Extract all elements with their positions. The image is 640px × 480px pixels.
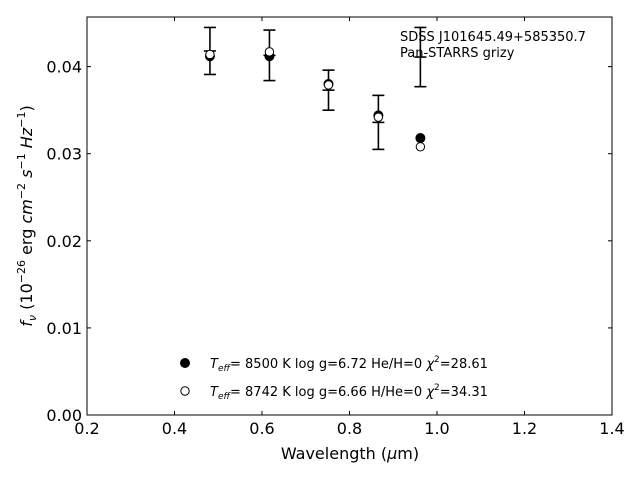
y-axis-label: fν (10−26 erg cm−2 s−1 Hz−1): [15, 105, 39, 326]
legend-marker-open: [180, 386, 190, 396]
legend-marker-filled: [180, 358, 190, 368]
annotation-survey: Pan-STARRS grizy: [400, 46, 515, 61]
y-tick-label: 0.02: [46, 232, 82, 251]
y-tick-label: 0.04: [46, 58, 82, 77]
data-group: [203, 26, 427, 152]
x-axis-label: Wavelength (μm): [281, 444, 419, 463]
model-point-open: [323, 80, 334, 90]
y-tick-label: 0.03: [46, 145, 82, 164]
legend-entry-1: Teff= 8500 K log g=6.72 He/H=0 χ2=28.61: [210, 355, 488, 374]
plot-frame: [86, 16, 613, 416]
x-tick-label: 0.8: [337, 419, 362, 438]
ticks-group: 0.2 0.4 0.6 0.8 1.0 1.2 1.4 0.00 0.01 0.02 0.03 0.0…: [46, 17, 625, 438]
axes-group: [86, 16, 613, 416]
legend-entry-2: Teff= 8742 K log g=6.66 H/He=0 χ2=34.31: [210, 383, 488, 402]
x-tick-label: 1.2: [512, 419, 537, 438]
model-point-open: [373, 112, 384, 122]
model-point-open: [264, 47, 275, 57]
y-tick-label: 0.01: [46, 319, 82, 338]
x-tick-label: 1.0: [424, 419, 449, 438]
annotation-object: SDSS J101645.49+585350.7: [400, 30, 586, 45]
x-tick-label: 0.4: [162, 419, 187, 438]
x-tick-label: 0.2: [74, 419, 99, 438]
model-point-open: [415, 142, 426, 152]
model-point-open: [205, 49, 215, 60]
legend: Teff= 8500 K log g=6.72 He/H=0 χ2=28.61 …: [180, 355, 488, 402]
model-point-filled: [415, 133, 426, 144]
x-tick-label: 0.6: [249, 419, 274, 438]
y-tick-label: 0.00: [46, 406, 82, 425]
x-tick-label: 1.4: [599, 419, 624, 438]
